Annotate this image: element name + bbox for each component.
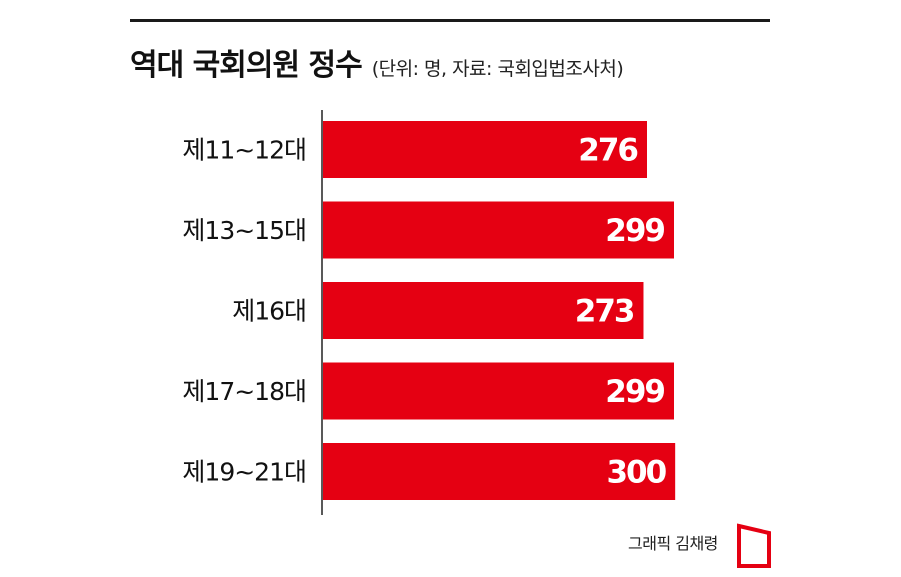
- data-label: 300: [606, 455, 666, 491]
- category-label: 제19~21대: [182, 458, 306, 487]
- bar: [323, 362, 674, 420]
- title-row: 역대 국회의원 정수 (단위: 명, 자료: 국회입법조사처): [130, 40, 810, 84]
- data-label: 276: [578, 133, 637, 169]
- category-label: 제16대: [232, 297, 306, 326]
- bar: [323, 121, 647, 178]
- top-rule: [130, 19, 770, 22]
- graphic-credit: 그래픽 김채령: [628, 534, 718, 553]
- category-label: 제17~18대: [182, 377, 306, 406]
- publisher-logo-icon: [737, 523, 771, 568]
- data-label: 299: [605, 374, 664, 410]
- bar: [323, 282, 644, 339]
- data-label: 299: [605, 213, 664, 249]
- data-label: 273: [575, 294, 634, 330]
- category-label: 제13~15대: [182, 216, 306, 245]
- bar: [323, 443, 676, 500]
- category-label: 제11~12대: [182, 136, 306, 165]
- chart-title: 역대 국회의원 정수: [130, 48, 363, 83]
- chart-subtitle: (단위: 명, 자료: 국회입법조사처): [371, 58, 624, 80]
- bar: [323, 201, 674, 259]
